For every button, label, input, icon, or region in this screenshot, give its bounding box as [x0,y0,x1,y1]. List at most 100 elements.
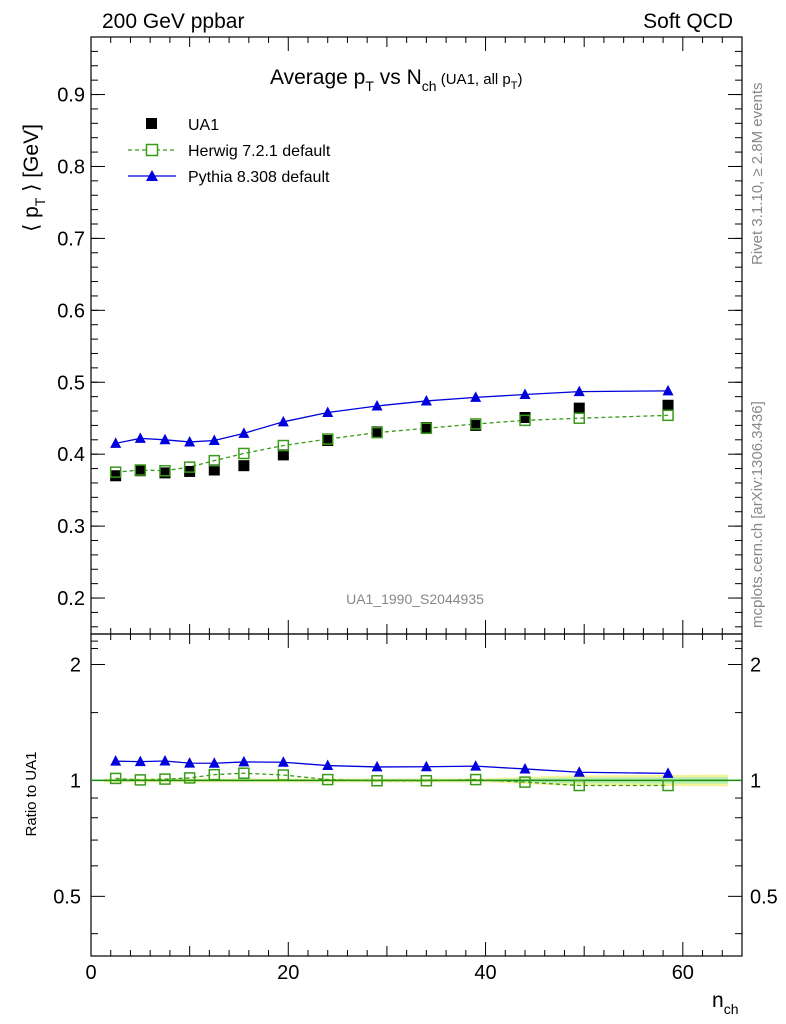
herwig-ratio-point [573,779,585,792]
pythia-point [662,384,674,396]
ratio-tick-label: 2 [70,654,81,676]
y-tick-label: 0.6 [57,300,85,322]
ua1-point [573,402,585,414]
pythia-point [573,385,585,397]
ua1-point [371,426,383,438]
ua1-point [208,464,220,476]
pythia-point [134,432,146,443]
ua1-point [277,449,289,461]
header-left: 200 GeV ppbar [102,10,244,33]
pythia-point [322,406,334,417]
legend-herwig-marker [145,143,159,157]
y-tick-label: 0.9 [57,85,85,107]
legend-pythia-label: Pythia 8.308 default [188,169,330,186]
main-plot-area [109,384,674,482]
herwig-ratio-point [420,775,433,787]
herwig-point [134,464,147,476]
herwig-ratio-point [519,776,531,788]
pythia-ratio-point [184,757,196,768]
pythia-ratio-point [470,760,482,771]
ratio-tick-label-right: 2 [750,654,761,676]
pythia-ratio-point [371,760,383,772]
herwig-point [159,464,171,477]
x-tick-label: 20 [277,962,299,984]
y-tick-label: 0.4 [57,444,85,466]
y-tick-label: 0.7 [57,228,85,250]
legend-pythia: Pythia 8.308 default [128,169,330,186]
herwig-ratio-point [469,773,482,786]
pythia-point [110,437,122,448]
herwig-point [321,433,334,445]
y-tick-label: 0.8 [57,156,85,178]
ratio-plot-area [109,755,674,792]
herwig-ratio-point [371,775,383,787]
herwig-ratio-point [238,767,250,779]
pythia-ratio-point [134,755,146,767]
pythia-point [519,388,531,399]
herwig-point [519,414,531,427]
ratio-tick-label-right: 0.5 [750,886,778,908]
pythia-ratio-point [322,759,334,771]
pythia-ratio-point [519,762,531,774]
herwig-point [371,426,383,439]
y-axis-label: ⟨ pT ⟩ [GeV] [20,124,48,232]
y-tick-label: 0.5 [57,372,85,394]
pythia-point [470,391,482,402]
herwig-ratio-point [159,773,171,785]
pythia-point [184,435,196,447]
pythia-ratio-point [277,756,289,767]
herwig-ratio-point [321,773,334,786]
legend-pythia-marker [146,170,158,181]
herwig-ratio-point [109,772,122,785]
herwig-point [420,422,433,435]
legend-ua1-marker [146,118,157,129]
herwig-ratio-point [277,769,290,781]
pythia-ratio-point [238,755,250,767]
herwig-line [115,414,669,473]
pythia-ratio-point [159,755,171,766]
pythia-ratio-point [420,760,432,772]
y-tick-label: 0.3 [57,516,85,538]
herwig-point [183,461,196,473]
axis-ticks: 0.20.30.40.50.60.70.80.90.5 0.51 12 20 20 40 6… [53,37,778,984]
plot-title: Average pT vs Nch (UA1, all pT) [270,66,523,94]
ratio-tick-label: 0.5 [53,886,81,908]
analysis-watermark: UA1_1990_S2044935 [346,591,484,607]
pythia-ratio-point [573,766,585,777]
ua1-point [238,460,250,472]
herwig-point [208,454,221,467]
ratio-tick-label: 1 [70,770,81,792]
ua1-point [420,422,432,434]
y-tick-label: 0.2 [57,588,85,610]
ratio-frame [90,633,743,957]
pythia-point [208,434,220,446]
x-tick-label: 40 [474,962,496,984]
x-tick-label: 0 [85,962,96,984]
mcplots-label: mcplots.cern.ch [arXiv:1306.3436] [749,401,766,628]
ua1-point [470,419,482,431]
ratio-tick-label-right: 1 [750,770,761,792]
ua1-point [159,467,171,479]
legend: UA1 Herwig 7.2.1 default Pythia 8.308 de… [128,117,331,186]
herwig-ratio-point [134,774,147,786]
herwig-point [573,412,585,424]
pythia-ratio-point [662,767,674,778]
x-axis-label: nch [712,989,738,1017]
x-tick-label: 60 [672,962,694,984]
herwig-ratio-point [208,768,221,781]
ua1-point [519,411,531,423]
legend-herwig-label: Herwig 7.2.1 default [188,143,331,160]
pythia-line [115,390,669,445]
ua1-point [110,470,122,482]
ua1-point [134,465,146,477]
herwig-point [469,418,482,430]
pythia-ratio-point [110,755,122,766]
ua1-point [662,399,674,411]
ua1-point [322,435,334,447]
ratio-axis-label: Ratio to UA1 [23,751,40,836]
pythia-ratio-point [208,757,220,768]
pythia-point [277,415,289,427]
rivet-label: Rivet 3.1.10, ≥ 2.8M events [749,83,766,266]
pythia-point [238,427,250,438]
pythia-point [159,433,171,445]
